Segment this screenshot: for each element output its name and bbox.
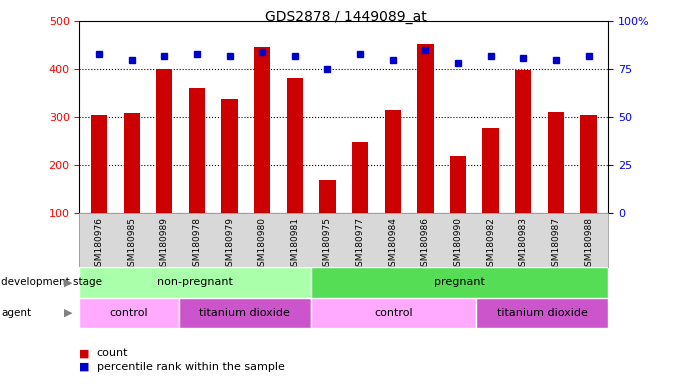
- Bar: [515, 70, 531, 261]
- Bar: [548, 113, 564, 261]
- Text: GSM180987: GSM180987: [551, 217, 560, 272]
- Bar: [580, 115, 596, 261]
- Text: GSM180986: GSM180986: [421, 217, 430, 272]
- Text: GSM180981: GSM180981: [290, 217, 299, 272]
- Bar: [476, 298, 608, 328]
- Text: count: count: [97, 348, 129, 358]
- Text: ■: ■: [79, 348, 90, 358]
- Bar: [352, 142, 368, 261]
- Text: titanium dioxide: titanium dioxide: [199, 308, 290, 318]
- Text: development stage: development stage: [1, 277, 102, 287]
- Bar: [254, 46, 270, 261]
- Text: GSM180989: GSM180989: [160, 217, 169, 272]
- Text: agent: agent: [1, 308, 32, 318]
- Text: control: control: [110, 308, 149, 318]
- Text: ■: ■: [79, 362, 90, 372]
- Bar: [319, 180, 336, 261]
- Text: GSM180990: GSM180990: [453, 217, 462, 272]
- Text: percentile rank within the sample: percentile rank within the sample: [97, 362, 285, 372]
- Text: GSM180976: GSM180976: [95, 217, 104, 272]
- Text: GDS2878 / 1449089_at: GDS2878 / 1449089_at: [265, 10, 426, 23]
- Text: GSM180984: GSM180984: [388, 217, 397, 272]
- Text: titanium dioxide: titanium dioxide: [497, 308, 587, 318]
- Text: GSM180978: GSM180978: [192, 217, 202, 272]
- Bar: [124, 113, 140, 261]
- Bar: [417, 44, 433, 261]
- Text: GSM180988: GSM180988: [584, 217, 593, 272]
- Bar: [311, 298, 476, 328]
- Bar: [178, 298, 311, 328]
- Bar: [156, 69, 173, 261]
- Bar: [287, 78, 303, 261]
- Text: GSM180980: GSM180980: [258, 217, 267, 272]
- Text: GSM180983: GSM180983: [519, 217, 528, 272]
- Bar: [482, 127, 499, 261]
- Text: ▶: ▶: [64, 308, 73, 318]
- Bar: [385, 110, 401, 261]
- Bar: [79, 267, 311, 298]
- Text: GSM180979: GSM180979: [225, 217, 234, 272]
- Text: GSM180975: GSM180975: [323, 217, 332, 272]
- Text: GSM180977: GSM180977: [356, 217, 365, 272]
- Bar: [450, 156, 466, 261]
- Text: ▶: ▶: [64, 277, 73, 287]
- Bar: [91, 115, 107, 261]
- Bar: [79, 298, 178, 328]
- Text: non-pregnant: non-pregnant: [157, 277, 233, 287]
- Text: control: control: [374, 308, 413, 318]
- Bar: [221, 99, 238, 261]
- Text: GSM180985: GSM180985: [127, 217, 136, 272]
- Text: GSM180982: GSM180982: [486, 217, 495, 272]
- Bar: [311, 267, 608, 298]
- Text: pregnant: pregnant: [434, 277, 485, 287]
- Bar: [189, 88, 205, 261]
